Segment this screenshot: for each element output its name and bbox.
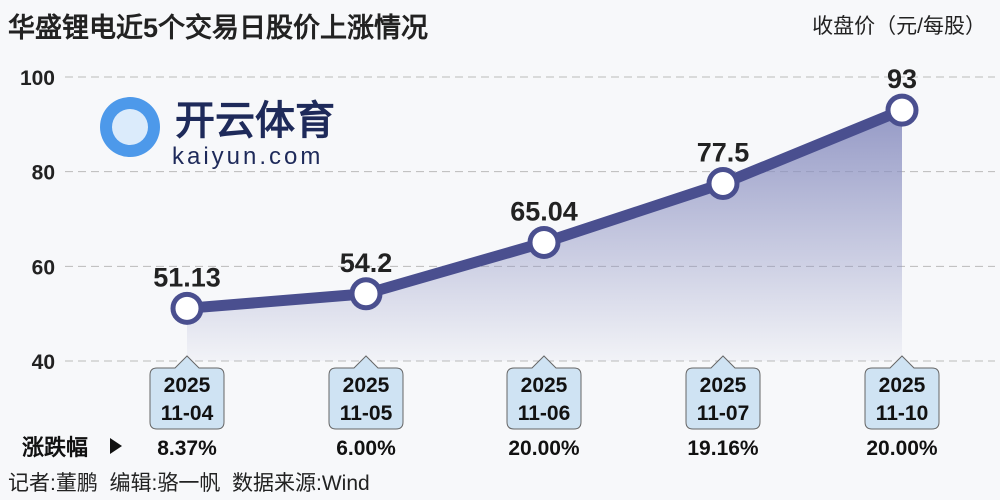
date-box bbox=[149, 355, 225, 430]
change-value: 20.00% bbox=[508, 437, 580, 460]
watermark-cn: 开云体育 bbox=[175, 99, 335, 143]
y-tick-label: 80 bbox=[32, 162, 55, 185]
footer-credits: 记者:董鹏 编辑:骆一帆 数据来源:Wind bbox=[8, 472, 370, 495]
data-point bbox=[170, 291, 204, 325]
data-point bbox=[885, 93, 919, 127]
data-label: 65.04 bbox=[510, 196, 578, 226]
data-point bbox=[706, 167, 740, 200]
data-point bbox=[527, 225, 561, 259]
watermark-ball-inner bbox=[112, 109, 148, 145]
y-axis-unit: 收盘价（元/每股） bbox=[812, 15, 986, 38]
data-label: 93 bbox=[887, 64, 917, 94]
data-point bbox=[349, 277, 383, 311]
date-box bbox=[685, 355, 761, 430]
date-year: 2025 bbox=[879, 374, 926, 397]
date-year: 2025 bbox=[521, 374, 568, 397]
date-day: 11-05 bbox=[340, 402, 393, 425]
date-day: 11-06 bbox=[518, 402, 571, 425]
date-day: 11-04 bbox=[161, 402, 214, 425]
change-value: 6.00% bbox=[336, 437, 396, 460]
date-day: 11-10 bbox=[876, 402, 929, 425]
date-box bbox=[506, 355, 582, 430]
triangle-right-icon bbox=[110, 438, 122, 454]
y-tick-label: 60 bbox=[32, 256, 55, 279]
data-label: 77.5 bbox=[697, 138, 750, 168]
date-day: 11-07 bbox=[697, 402, 750, 425]
y-tick-label: 100 bbox=[20, 67, 55, 90]
date-box bbox=[328, 355, 404, 430]
change-value: 20.00% bbox=[866, 437, 938, 460]
y-tick-label: 40 bbox=[32, 351, 55, 374]
change-value: 19.16% bbox=[687, 437, 759, 460]
chart-title: 华盛锂电近5个交易日股价上涨情况 bbox=[8, 13, 429, 43]
watermark-en: kaiyun.com bbox=[172, 143, 323, 170]
date-box bbox=[864, 355, 940, 430]
change-label: 涨跌幅 bbox=[22, 435, 88, 460]
data-label: 51.13 bbox=[153, 262, 221, 292]
date-year: 2025 bbox=[164, 374, 211, 397]
date-year: 2025 bbox=[700, 374, 747, 397]
change-value: 8.37% bbox=[157, 437, 217, 460]
date-year: 2025 bbox=[343, 374, 390, 397]
data-label: 54.2 bbox=[340, 248, 393, 278]
watermark-logo: 开云体育 kaiyun.com bbox=[90, 82, 375, 177]
